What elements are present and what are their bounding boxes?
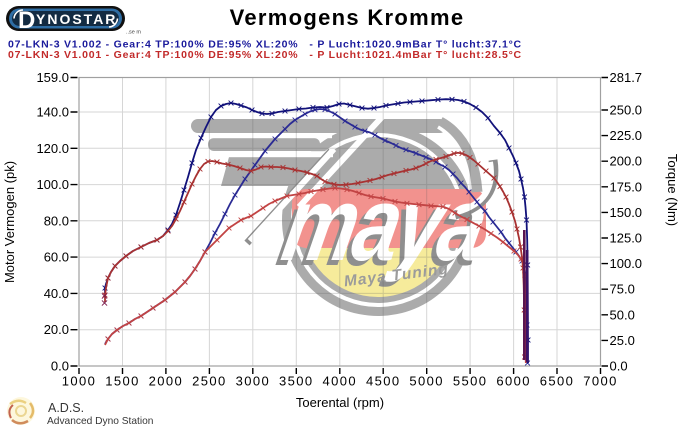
svg-text:2000: 2000 — [149, 374, 184, 389]
svg-text:150.0: 150.0 — [610, 205, 643, 220]
svg-text:Vermogens Kromme: Vermogens Kromme — [230, 5, 465, 30]
svg-text:D: D — [18, 7, 35, 34]
svg-text:50.0: 50.0 — [610, 307, 635, 322]
svg-text:07-LKN-3 V1.001 - Gear:4 TP:10: 07-LKN-3 V1.001 - Gear:4 TP:100% DE:95% … — [8, 49, 522, 61]
svg-text:120.0: 120.0 — [36, 141, 69, 156]
svg-text:7000: 7000 — [583, 374, 618, 389]
svg-text:..se m: ..se m — [126, 30, 141, 36]
svg-text:Torque (Nm): Torque (Nm) — [665, 154, 680, 226]
svg-text:125.0: 125.0 — [610, 230, 643, 245]
svg-text:YNOSTAR: YNOSTAR — [36, 11, 117, 27]
svg-text:60.0: 60.0 — [44, 250, 69, 265]
svg-text:140.0: 140.0 — [36, 104, 69, 119]
svg-text:1000: 1000 — [62, 374, 97, 389]
svg-text:200.0: 200.0 — [610, 154, 643, 169]
svg-text:159.0: 159.0 — [36, 70, 69, 85]
svg-text:80.0: 80.0 — [44, 213, 69, 228]
svg-text:07-LKN-3 V1.002 - Gear:4 TP:10: 07-LKN-3 V1.002 - Gear:4 TP:100% DE:95% … — [8, 39, 522, 51]
svg-text:4500: 4500 — [366, 374, 401, 389]
svg-text:2500: 2500 — [192, 374, 227, 389]
svg-text:5500: 5500 — [453, 374, 488, 389]
svg-text:175.0: 175.0 — [610, 179, 643, 194]
svg-text:0.0: 0.0 — [610, 359, 628, 374]
svg-text:25.0: 25.0 — [610, 333, 635, 348]
svg-text:20.0: 20.0 — [44, 322, 69, 337]
svg-text:1500: 1500 — [105, 374, 140, 389]
svg-text:100.0: 100.0 — [36, 177, 69, 192]
svg-text:Toerental (rpm): Toerental (rpm) — [296, 395, 384, 410]
svg-text:0.0: 0.0 — [51, 359, 69, 374]
svg-text:3500: 3500 — [279, 374, 314, 389]
svg-text:40.0: 40.0 — [44, 286, 69, 301]
svg-text:100.0: 100.0 — [610, 256, 643, 271]
svg-text:281.7: 281.7 — [610, 70, 643, 85]
svg-text:4000: 4000 — [322, 374, 357, 389]
svg-text:5000: 5000 — [409, 374, 444, 389]
svg-text:225.0: 225.0 — [610, 128, 643, 143]
svg-text:250.0: 250.0 — [610, 102, 643, 117]
svg-text:A.D.S.: A.D.S. — [48, 401, 84, 415]
svg-text:Motor Vermogen (pk): Motor Vermogen (pk) — [2, 161, 17, 283]
svg-text:75.0: 75.0 — [610, 282, 635, 297]
svg-text:maya: maya — [269, 171, 490, 288]
svg-text:3000: 3000 — [236, 374, 271, 389]
svg-text:6000: 6000 — [496, 374, 531, 389]
svg-text:Advanced Dyno Station: Advanced Dyno Station — [47, 416, 153, 427]
svg-text:maya: maya — [274, 166, 495, 283]
svg-text:6500: 6500 — [540, 374, 575, 389]
